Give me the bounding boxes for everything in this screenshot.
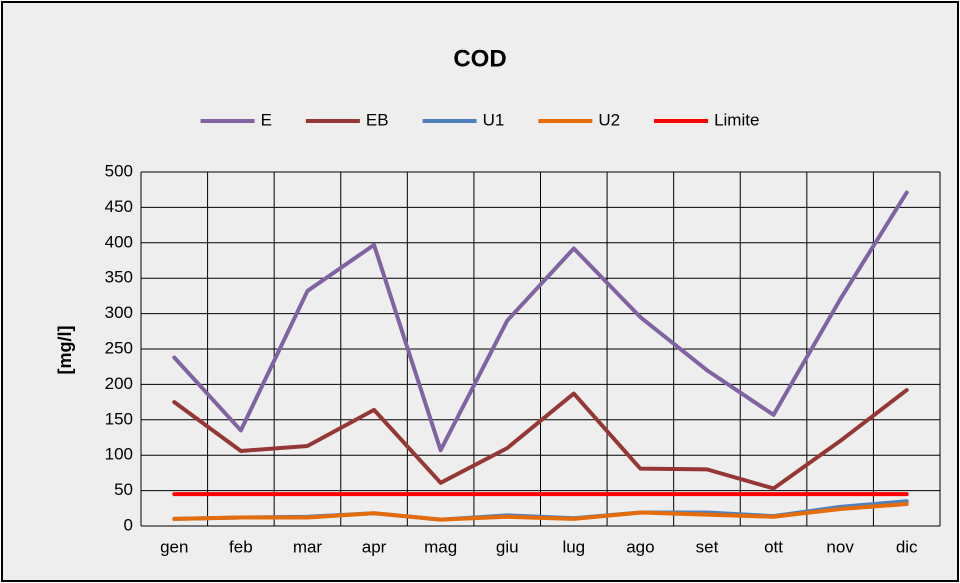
series-line [172,190,909,453]
legend-label: Limite [714,110,759,129]
legend-label: EB [366,110,389,129]
x-tick-label: ott [764,537,783,556]
x-tick-label: apr [362,537,387,556]
x-tick-label: mar [293,537,323,556]
series-line [172,388,909,491]
y-tick-label: 0 [124,515,133,534]
y-axis-label: [mg/l] [55,326,75,375]
chart-title: COD [453,45,506,72]
y-tick-label: 250 [105,338,133,357]
x-tick-label: dic [896,537,918,556]
x-tick-label: ago [626,537,654,556]
y-tick-label: 200 [105,374,133,393]
legend-label: U2 [598,110,620,129]
y-tick-label: 400 [105,232,133,251]
y-tick-label: 450 [105,197,133,216]
x-tick-label: feb [229,537,253,556]
x-tick-label: lug [562,537,585,556]
y-tick-label: 50 [114,480,133,499]
x-tick-label: nov [826,537,854,556]
y-tick-label: 100 [105,445,133,464]
x-tick-label: gen [160,537,188,556]
x-tick-label: set [696,537,719,556]
x-tick-label: mag [424,537,457,556]
x-tick-label: giu [496,537,519,556]
series-line [172,502,909,522]
y-tick-label: 300 [105,303,133,322]
y-tick-label: 500 [105,161,133,180]
y-tick-label: 150 [105,409,133,428]
legend-label: E [261,110,272,129]
y-tick-label: 350 [105,268,133,287]
legend-label: U1 [483,110,505,129]
